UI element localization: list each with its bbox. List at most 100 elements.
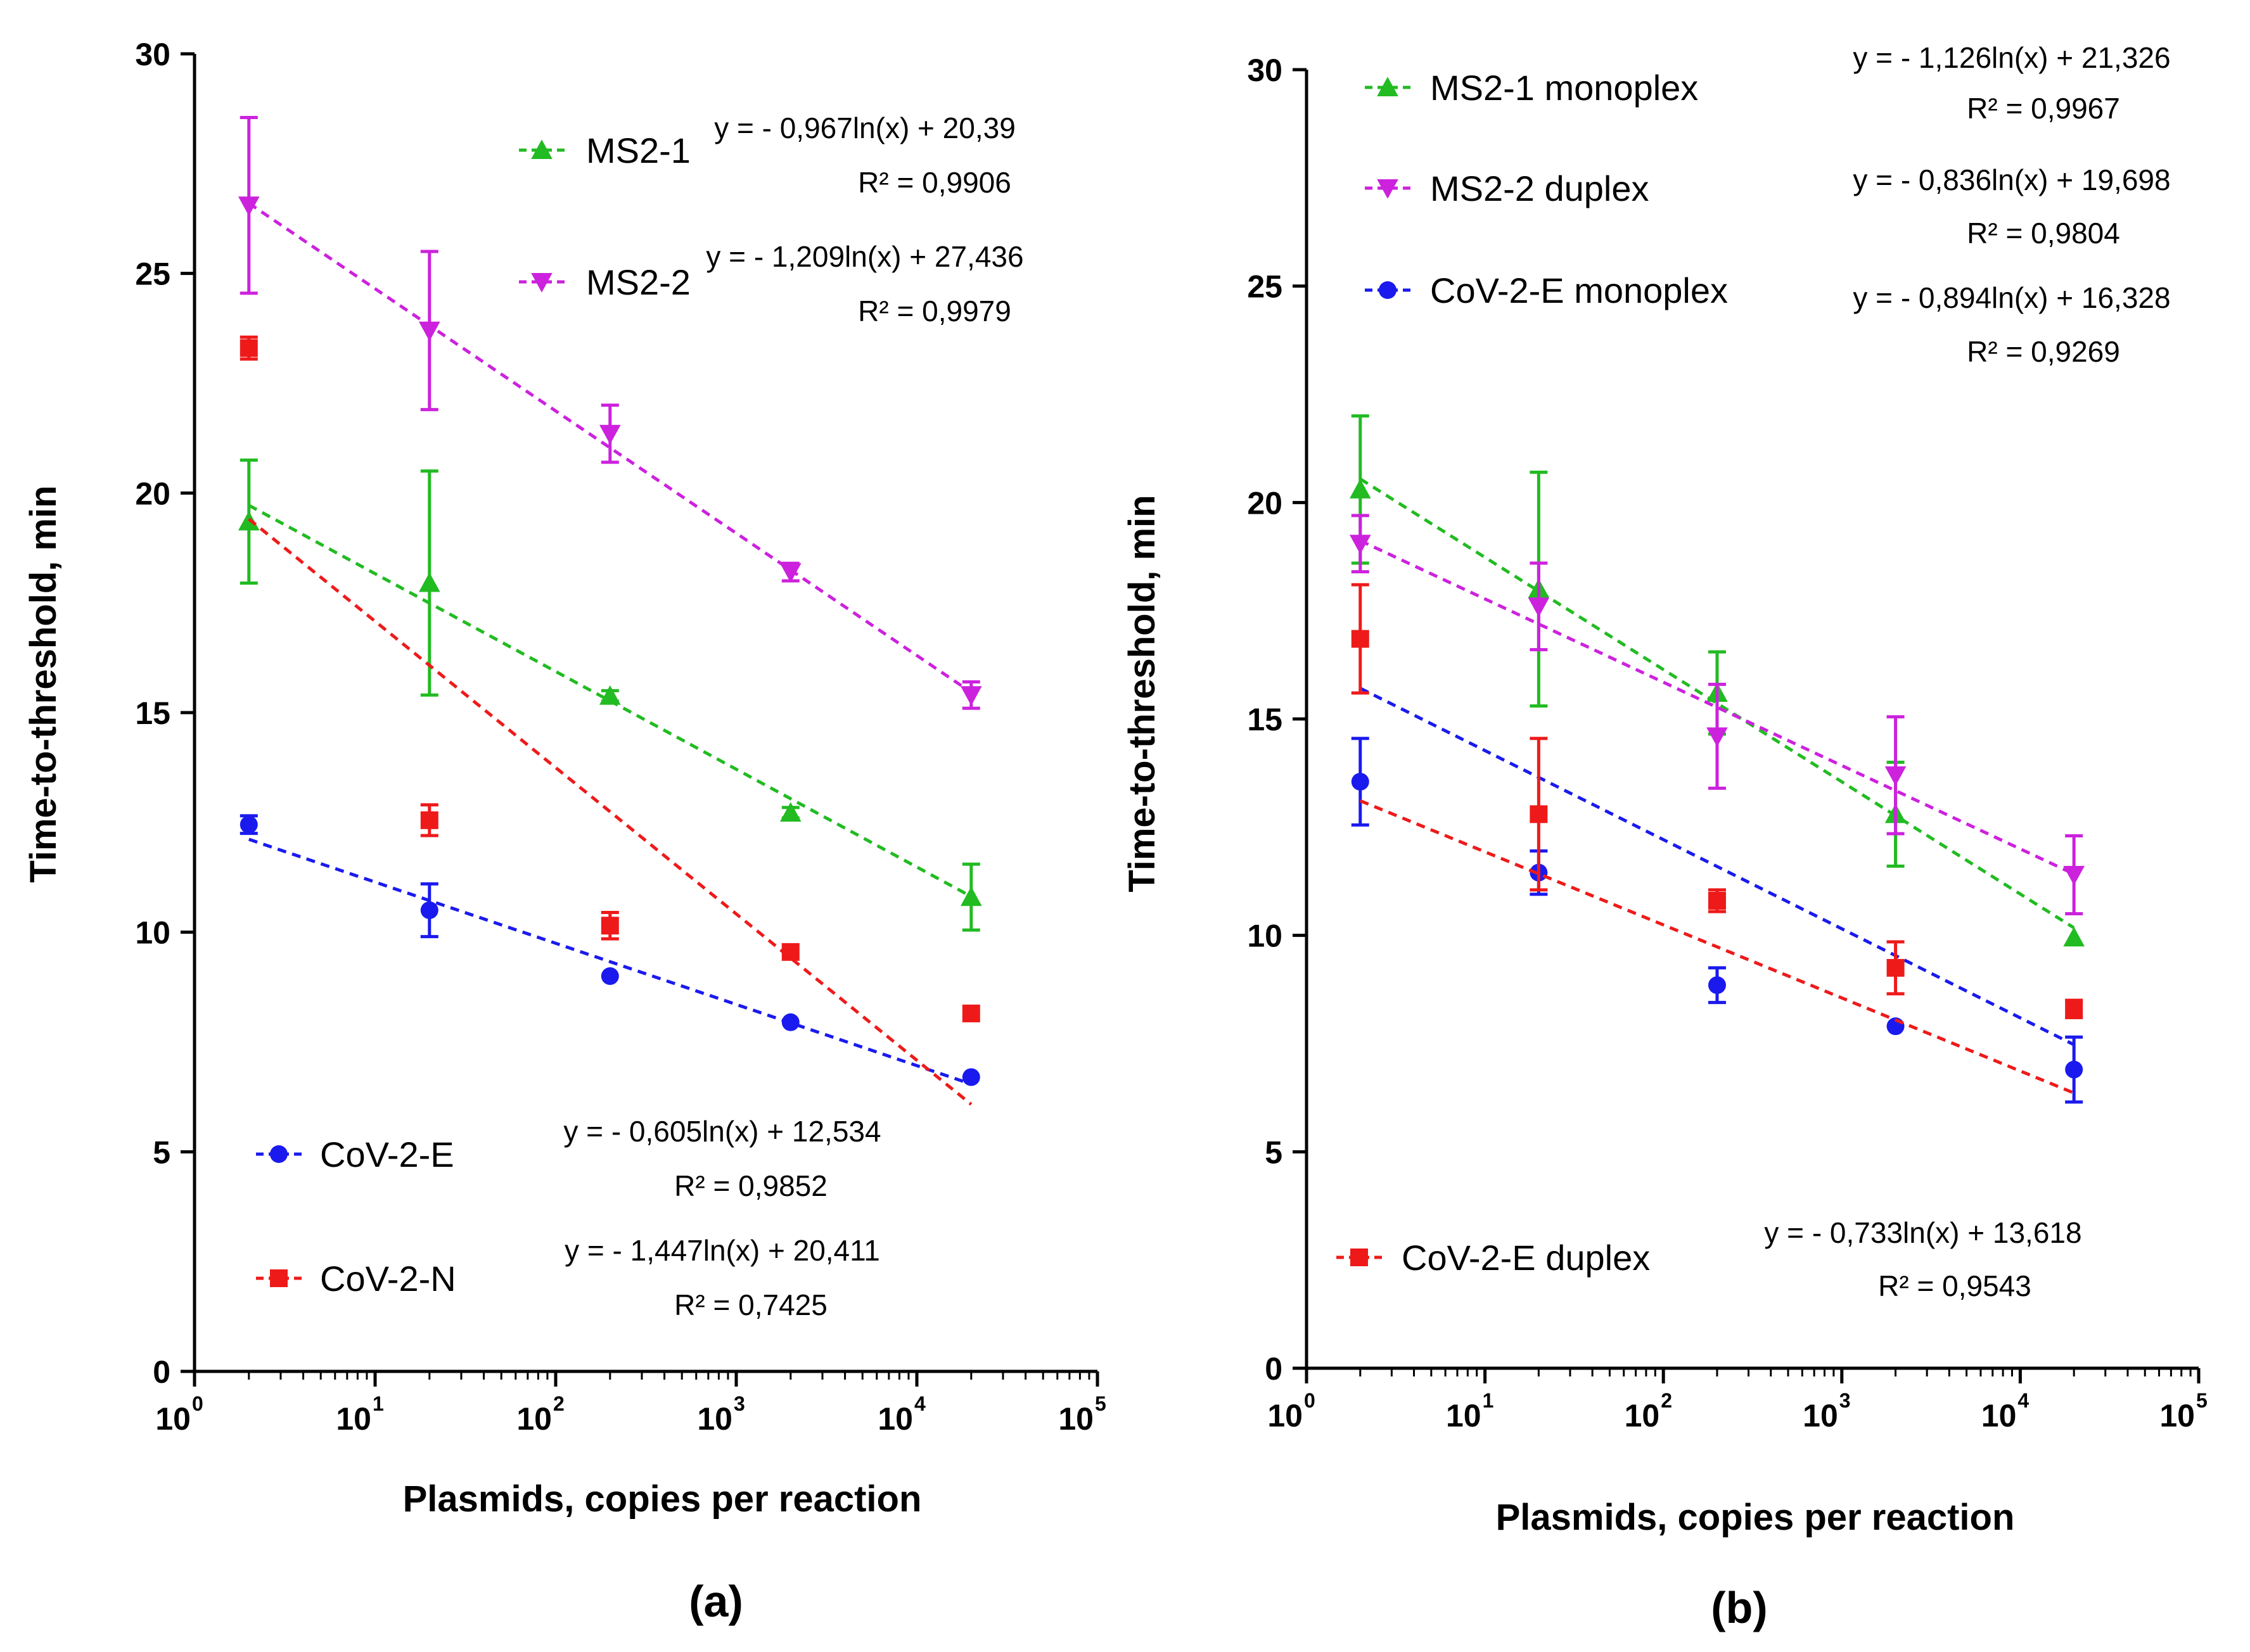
- trend-line: [1359, 799, 2075, 1095]
- data-point: [1528, 597, 1550, 618]
- data-point: [1708, 976, 1726, 994]
- x-tick-label-base: 10: [1446, 1398, 1481, 1433]
- data-point: [599, 685, 621, 705]
- data-point: [962, 1004, 980, 1022]
- y-tick-label: 15: [1247, 702, 1282, 737]
- y-tick-label: 10: [135, 915, 170, 951]
- y-tick-label: 25: [1247, 269, 1282, 305]
- trend-equation: y = - 0,605ln(x) + 12,534: [563, 1115, 881, 1148]
- series-ms2-2: [238, 116, 982, 710]
- data-point: [2063, 927, 2085, 947]
- panel-a: Time-to-threshold, min Plasmids, copies …: [23, 37, 1106, 1626]
- legend-entry: CoV-2-E monoplex y = - 0,894ln(x) + 16,32…: [1365, 270, 2171, 368]
- trend-r-squared: R² = 0,9852: [674, 1169, 828, 1202]
- x-tick-label-base: 10: [1981, 1398, 2017, 1433]
- x-tick-label-exponent: 0: [192, 1392, 203, 1415]
- trend-line: [1359, 687, 2075, 1046]
- data-point: [2063, 866, 2085, 886]
- legend-marker: [1377, 179, 1398, 199]
- y-tick-label: 5: [153, 1134, 170, 1170]
- data-point: [1351, 773, 1369, 791]
- trend-equation: y = - 0,733ln(x) + 13,618: [1764, 1216, 2081, 1249]
- trend-r-squared: R² = 0,9804: [1967, 217, 2120, 250]
- trend-equation: y = - 1,209ln(x) + 27,436: [706, 240, 1023, 273]
- legend-label: CoV-2-N: [320, 1259, 456, 1299]
- trend-equation: y = - 1,126ln(x) + 21,326: [1853, 41, 2170, 74]
- legend-label: CoV-2-E: [320, 1134, 454, 1174]
- data-point: [779, 802, 802, 822]
- series-cov-2-e: [240, 814, 980, 1086]
- x-tick-label-exponent: 2: [553, 1392, 565, 1415]
- x-tick-label-base: 10: [155, 1401, 191, 1437]
- legend-marker: [1350, 1249, 1368, 1266]
- y-axis-title-a: Time-to-threshold, min: [23, 485, 64, 882]
- x-tick-label-base: 10: [1625, 1398, 1660, 1433]
- series-cov-2-e-monoplex: [1351, 687, 2083, 1104]
- x-tick-label-base: 10: [336, 1401, 371, 1437]
- data-point: [599, 424, 621, 445]
- x-tick-label-base: 10: [516, 1401, 552, 1437]
- trend-r-squared: R² = 0,9906: [858, 166, 1011, 199]
- x-tick-label-base: 10: [878, 1401, 913, 1437]
- data-point: [2065, 1060, 2083, 1079]
- trend-line: [248, 201, 973, 694]
- x-tick-label-base: 10: [1267, 1398, 1303, 1433]
- data-point: [601, 967, 619, 985]
- x-tick-label-base: 10: [1803, 1398, 1838, 1433]
- data-point: [1351, 630, 1369, 648]
- data-point: [601, 917, 619, 935]
- data-point: [1530, 805, 1548, 823]
- x-tick-label-base: 10: [2159, 1398, 2195, 1433]
- legend-marker: [270, 1145, 288, 1163]
- legend-label: MS2-2: [586, 262, 691, 302]
- x-tick-label-exponent: 1: [1483, 1389, 1494, 1412]
- data-point: [1708, 892, 1726, 910]
- x-tick-label-exponent: 1: [373, 1392, 384, 1415]
- trend-equation: y = - 0,967ln(x) + 20,39: [714, 111, 1016, 144]
- legend-entry: MS2-1 y = - 0,967ln(x) + 20,39 R² = 0,9906: [519, 111, 1016, 199]
- data-point: [240, 815, 258, 834]
- trend-line: [248, 518, 973, 1106]
- x-tick-label-exponent: 5: [2196, 1389, 2208, 1412]
- legend-marker: [531, 139, 553, 159]
- trend-line: [1359, 539, 2075, 875]
- panel-label-a: (a): [689, 1577, 743, 1626]
- y-axis-title-b: Time-to-threshold, min: [1122, 495, 1163, 892]
- legend-label: MS2-2 duplex: [1430, 168, 1649, 208]
- x-tick-label-exponent: 2: [1661, 1389, 1672, 1412]
- y-tick-label: 30: [135, 37, 170, 72]
- series-ms2-2-duplex: [1349, 514, 2085, 915]
- trend-r-squared: R² = 0,9967: [1967, 92, 2120, 125]
- trend-line: [248, 837, 972, 1086]
- legend-label: CoV-2-E monoplex: [1430, 270, 1728, 310]
- legend-marker: [270, 1269, 288, 1287]
- y-tick-label: 0: [1265, 1351, 1282, 1387]
- panel-label-b: (b): [1711, 1583, 1767, 1632]
- data-point: [960, 686, 982, 706]
- y-tick-label: 30: [1247, 53, 1282, 88]
- data-point: [1886, 958, 1905, 977]
- legend-marker: [531, 273, 553, 293]
- y-tick-label: 10: [1247, 918, 1282, 954]
- legend-entry: MS2-1 monoplex y = - 1,126ln(x) + 21,326 R…: [1365, 41, 2171, 125]
- series-ms2-1: [238, 458, 982, 932]
- series-cov-2-n: [240, 335, 980, 1106]
- series-cov-2-e-duplex: [1351, 583, 2083, 1095]
- data-point: [781, 943, 800, 961]
- data-point: [418, 321, 440, 341]
- data-point: [420, 811, 438, 829]
- trend-equation: y = - 1,447ln(x) + 20,411: [565, 1234, 880, 1267]
- legend-entry: CoV-2-E duplex y = - 0,733ln(x) + 13,618 R…: [1336, 1216, 2082, 1302]
- x-tick-label-exponent: 4: [914, 1392, 926, 1415]
- legend-entry: CoV-2-E y = - 0,605ln(x) + 12,534 R² = 0,9…: [256, 1115, 881, 1202]
- data-point: [781, 1013, 800, 1031]
- data-point: [1706, 727, 1728, 747]
- legend-label: CoV-2-E duplex: [1402, 1238, 1650, 1278]
- trend-line: [1359, 477, 2075, 929]
- legend-entry: CoV-2-N y = - 1,447ln(x) + 20,411 R² = 0,7…: [256, 1234, 880, 1321]
- data-point: [420, 901, 438, 919]
- y-tick-label: 20: [135, 476, 170, 511]
- data-point: [418, 572, 440, 592]
- data-point: [779, 563, 802, 583]
- trend-r-squared: R² = 0,9979: [858, 295, 1011, 327]
